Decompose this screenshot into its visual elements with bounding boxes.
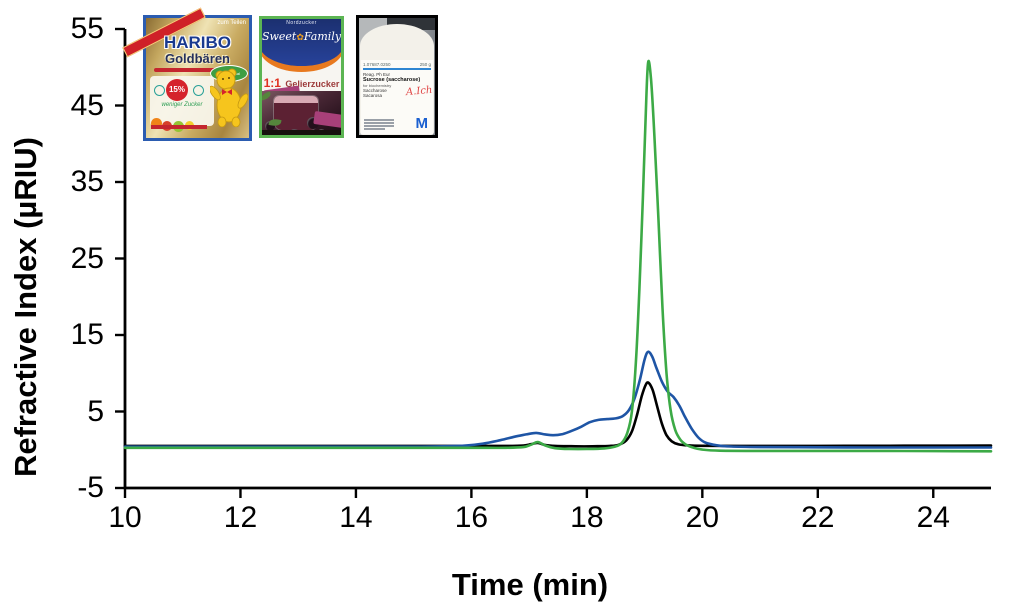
x-tick-label: 24 [916,501,950,534]
bottle-label: 1.07687.0250 250 g Reag. Ph Eur Sucrose … [361,60,433,134]
alt-name-text: Saccharose [363,88,387,93]
fine-print-line [364,125,394,127]
x-tick-label: 10 [108,501,142,534]
fine-print-block [364,119,394,131]
haribo-brand-text: HARIBO [163,33,232,52]
logo-family-text: Family [303,30,342,43]
teal-circle-icon [193,85,204,96]
merck-logo: M [415,115,429,132]
gelierzucker-text: Gelierzucker [285,79,340,89]
haribo-product-text: Goldbären [164,51,230,66]
jam-photo [262,91,341,135]
x-tick-label: 18 [570,501,604,534]
gold-bear-mascot-icon [210,68,248,127]
blue-line [363,68,431,70]
grade-text: Reag. Ph Eur [363,72,391,77]
y-tick-label: 15 [70,318,104,351]
x-tick-label: 22 [801,501,835,534]
share-text: zum Teilen [217,20,246,26]
inset-photo-merck-sucrose: 1.07687.0250 250 g Reag. Ph Eur Sucrose … [356,15,438,138]
fine-print-line [364,128,385,130]
y-tick-label: 55 [70,12,104,45]
inset-photo-sweetfamily-gelierzucker: Nordzucker Sweet✿Family 1:1 Gelierzucker [259,16,344,138]
x-tick-label: 12 [223,501,258,534]
catalog-number: 1.07687.0250 [363,62,391,67]
x-tick-label: 16 [454,501,489,534]
flower-icon: ✿ [296,33,304,43]
leaf-icon [262,91,272,101]
ratio-text: 1:1 [263,76,281,90]
product-name-band: 1:1 Gelierzucker [262,74,341,92]
y-tick-label: 5 [87,394,104,428]
y-tick-label: 25 [70,241,104,275]
berry-icon [265,121,275,131]
red-stripe [151,125,207,129]
y-tick-label: -5 [77,471,104,504]
x-tick-label: 14 [339,501,373,534]
use-text: for biochemistry [363,83,392,88]
navy-panel: Nordzucker Sweet✿Family [261,19,342,66]
nordzucker-brand-text: Nordzucker [286,20,317,26]
logo-sweet-text: Sweet [261,30,297,43]
sweetfamily-logo: Sweet✿Family [261,30,342,43]
axes [123,29,991,490]
red-stripe [154,68,223,72]
series-merck-sucrose-saccharose [123,381,993,448]
sugar-claim-text: weniger Zucker [161,102,203,108]
x-tick-label: 20 [685,501,720,534]
orange-fruit-icon [151,118,162,129]
package-window: 15% weniger Zucker [150,76,214,132]
series-sweetfamily-1-1-gelierzucker-gelling-sugar [123,59,993,453]
handwritten-marker-text: A.Ich [405,84,433,99]
y-tick-label: 45 [70,88,104,122]
bottom-strip [262,130,341,135]
fine-print-line [364,119,394,121]
amount-text: 250 g [419,62,431,67]
sucrose-title-text: Sucrose (saccharose) [363,77,421,83]
sugar-badge: 15% [166,79,188,101]
y-tick-label: 35 [70,165,104,198]
x-axis-title: Time (min) [451,567,609,602]
teal-circle-icon [154,85,165,96]
alt-name-text: Sacarosa [363,93,383,98]
series-haribo-goldb-ren-gummy-bears [123,350,993,449]
inset-photo-haribo-goldbaeren: zum Teilen HARIBO Goldbären Das Original… [122,7,252,141]
fine-print-line [364,122,394,124]
